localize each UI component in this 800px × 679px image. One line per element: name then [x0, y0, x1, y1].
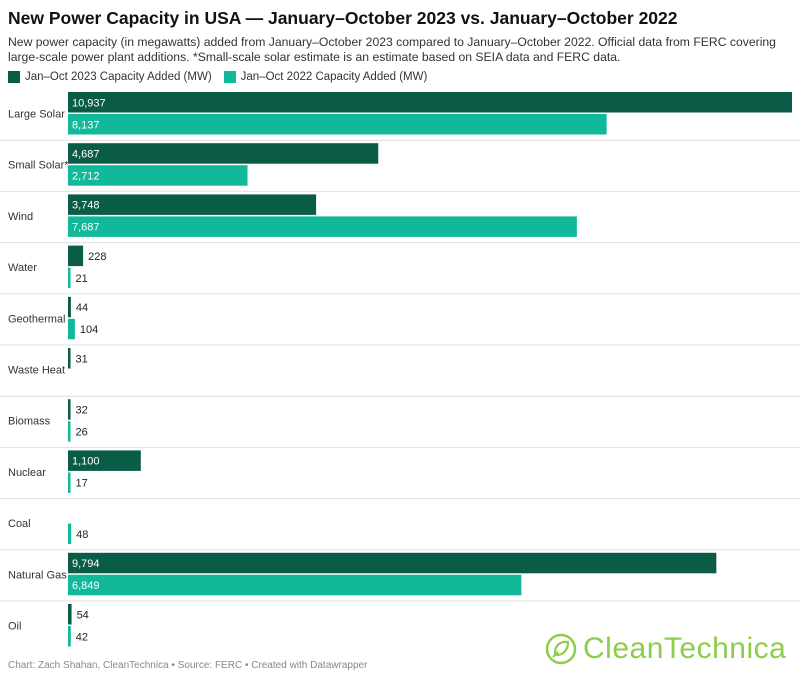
bar-2023: [68, 450, 141, 471]
bar-2022: [68, 318, 75, 340]
bar-value-label: 6,849: [72, 580, 100, 592]
bar-value-label: 44: [76, 302, 88, 314]
bar-2022: [68, 472, 71, 493]
chart-footer: Chart: Zach Shahan, CleanTechnica • Sour…: [8, 660, 368, 671]
legend-swatch-2023: [8, 71, 20, 83]
brand-wordmark: CleanTechnica: [583, 632, 787, 665]
legend-label-2022: Jan–Oct 2022 Capacity Added (MW): [240, 71, 428, 83]
bar-value-label: 42: [76, 631, 88, 643]
category-label: Nuclear: [8, 467, 46, 479]
bar-value-label: 4,687: [72, 148, 100, 160]
bar-value-label: 32: [76, 404, 88, 416]
bar-2022: [68, 421, 71, 442]
bar-value-label: 2,712: [72, 170, 100, 182]
legend-item-2023: Jan–Oct 2023 Capacity Added (MW): [8, 71, 212, 83]
bar-2023: [68, 604, 72, 625]
category-label: Waste Heat: [8, 365, 65, 377]
category-label: Biomass: [8, 416, 51, 428]
bar-2022: [68, 523, 72, 545]
category-label: Wind: [8, 211, 33, 223]
bar-value-label: 9,794: [72, 558, 100, 570]
plug-leaf-icon: [545, 633, 577, 665]
bar-2022: [68, 574, 522, 596]
bar-2022: [68, 267, 71, 289]
bar-2023: [68, 194, 317, 215]
chart-title: New Power Capacity in USA — January–Octo…: [8, 8, 678, 28]
bar-value-label: 54: [77, 609, 89, 621]
category-label: Coal: [8, 518, 31, 530]
bar-2022: [68, 165, 248, 186]
bar-value-label: 48: [76, 529, 88, 541]
legend: Jan–Oct 2023 Capacity Added (MW) Jan–Oct…: [8, 70, 439, 84]
bar-value-label: 31: [76, 353, 88, 365]
bar-value-label: 17: [76, 478, 88, 490]
bar-2022: [68, 626, 71, 647]
bar-2022: [68, 216, 577, 237]
bar-value-label: 1,100: [72, 456, 100, 468]
bar-2023: [68, 348, 71, 369]
bar-2023: [68, 143, 379, 164]
bar-2023: [68, 296, 71, 318]
category-label: Oil: [8, 621, 21, 633]
category-label: Small Solar*: [8, 160, 69, 172]
bar-2023: [68, 245, 84, 267]
bar-value-label: 228: [88, 251, 106, 263]
bar-value-label: 26: [76, 426, 88, 438]
legend-label-2023: Jan–Oct 2023 Capacity Added (MW): [25, 71, 212, 83]
bar-value-label: 104: [80, 324, 98, 336]
legend-item-2022: Jan–Oct 2022 Capacity Added (MW): [223, 71, 428, 83]
bar-2023: [68, 399, 71, 420]
bar-value-label: 10,937: [72, 97, 106, 109]
bar-chart: Large Solar 10,937 8,137 Small Solar*4,687 2…: [0, 92, 800, 647]
bar-value-label: 21: [76, 273, 88, 285]
chart-subtitle: New power capacity (in megawatts) added …: [8, 35, 776, 64]
bar-value-label: 8,137: [72, 119, 100, 131]
bar-value-label: 7,687: [72, 222, 100, 234]
bar-2023: [68, 92, 792, 113]
category-label: Water: [8, 262, 37, 274]
category-label: Natural Gas: [8, 569, 67, 581]
cleantechnica-logo: CleanTechnica: [545, 632, 786, 666]
bar-2023: [68, 552, 717, 574]
category-label: Geothermal: [8, 313, 65, 325]
bar-2022: [68, 114, 607, 135]
category-label: Large Solar: [8, 109, 65, 121]
legend-swatch-2022: [223, 71, 236, 83]
bar-value-label: 3,748: [72, 200, 100, 212]
